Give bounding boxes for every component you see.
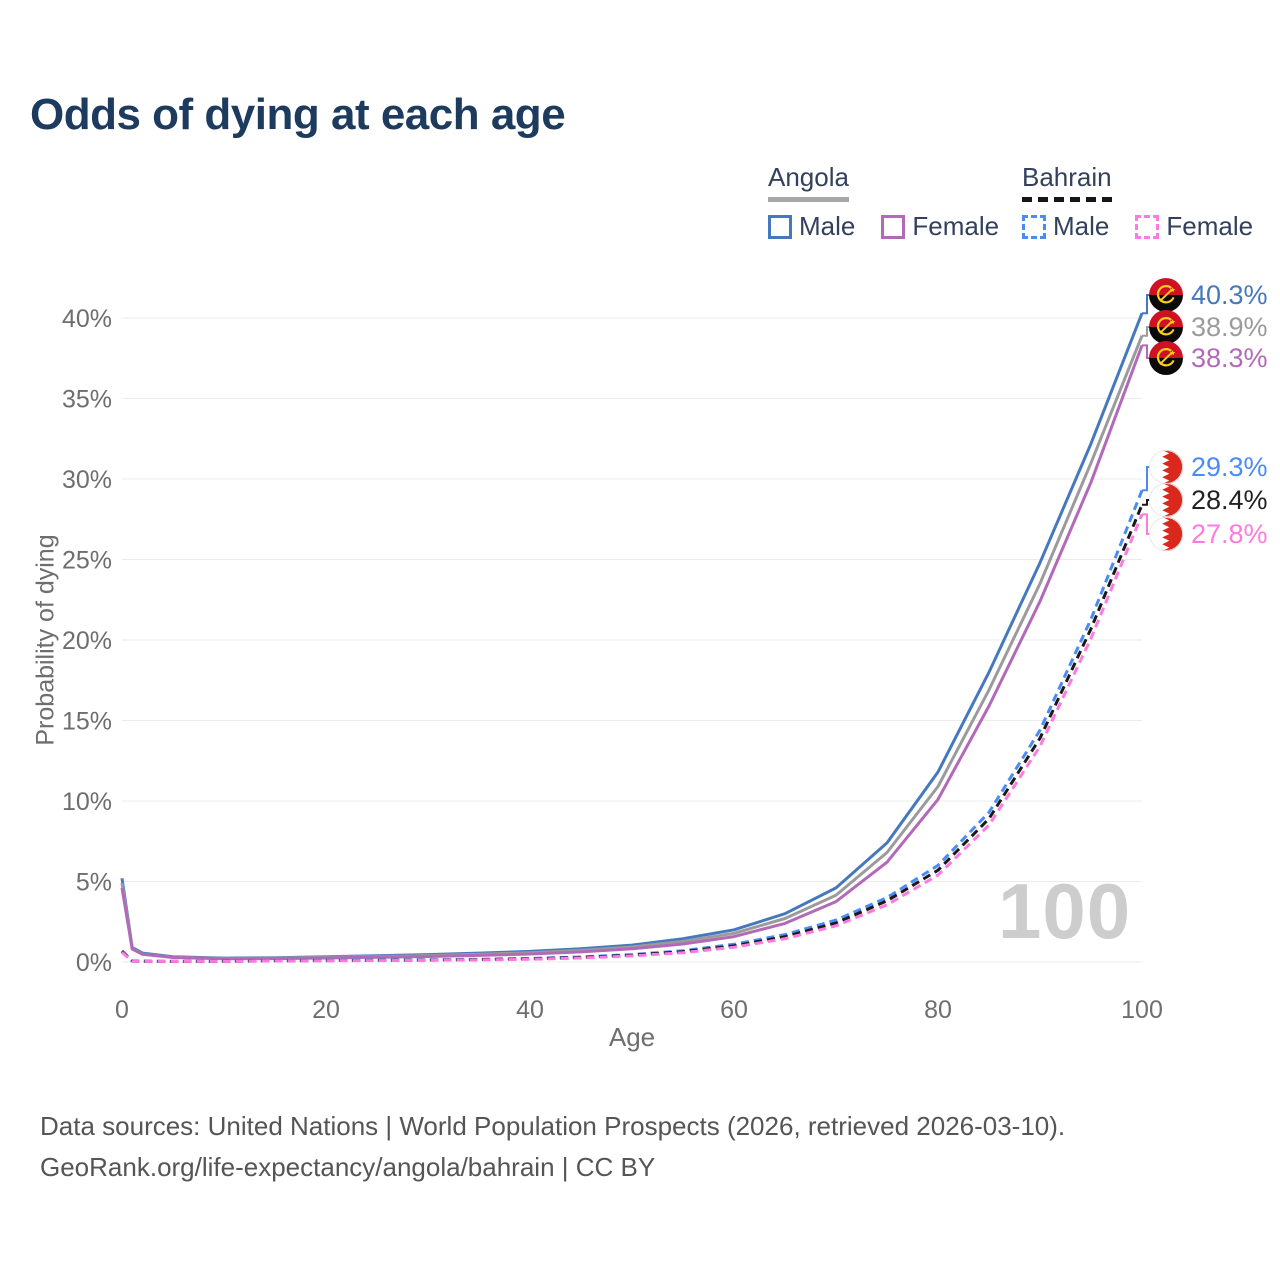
end-label-value: 28.4% [1191, 484, 1268, 515]
end-label-bahrain-female: 27.8% [1149, 517, 1268, 551]
page-title: Odds of dying at each age [30, 90, 566, 139]
bahrain-female-swatch-icon [1135, 214, 1160, 239]
end-label-bahrain-both-sexes: 28.4% [1149, 483, 1268, 517]
end-label-value: 27.8% [1191, 518, 1268, 549]
end-label-value: 38.3% [1191, 342, 1268, 373]
x-tick-0: 0 [115, 996, 129, 1024]
footer-attribution: GeoRank.org/life-expectancy/angola/bahra… [40, 1152, 656, 1182]
legend-item-bahrain-female: Female [1135, 211, 1253, 242]
curve-angola-both-sexes [120, 335, 1144, 960]
y-tick-30%: 30% [62, 466, 112, 494]
y-tick-40%: 40% [62, 305, 112, 333]
x-tick-20: 20 [312, 996, 340, 1024]
footer: Data sources: United Nations | World Pop… [40, 1106, 1065, 1188]
angola-flag-icon [1149, 310, 1183, 344]
angola-female-swatch-icon [881, 214, 906, 239]
x-tick-100: 100 [1121, 996, 1163, 1024]
angola-flag-icon [1149, 278, 1183, 312]
y-tick-10%: 10% [62, 788, 112, 816]
legend-label: Male [799, 211, 856, 241]
curve-bahrain-both-sexes [120, 504, 1144, 963]
x-tick-60: 60 [720, 996, 748, 1024]
y-tick-5%: 5% [76, 868, 112, 896]
legend-group-bahrain: Bahrain Male Female [1022, 162, 1253, 242]
bahrain-flag-icon [1149, 450, 1183, 484]
y-tick-25%: 25% [62, 546, 112, 574]
footer-sources: Data sources: United Nations | World Pop… [40, 1111, 1066, 1141]
end-label-angola-both-sexes: 38.9% [1149, 310, 1268, 344]
end-label-value: 40.3% [1191, 279, 1268, 310]
end-label-value: 38.9% [1191, 311, 1268, 342]
x-axis-title: Age [608, 1022, 656, 1052]
y-tick-35%: 35% [62, 385, 112, 413]
legend-item-angola-female: Female [881, 211, 999, 242]
legend-group-angola: Angola Male Female [768, 162, 999, 242]
angola-male-swatch-icon [768, 214, 792, 239]
end-label-angola-male: 40.3% [1149, 278, 1268, 312]
legend-label: Male [1053, 211, 1110, 241]
curve-angola-male [120, 312, 1144, 960]
x-tick-80: 80 [924, 996, 952, 1024]
angola-flag-icon [1149, 341, 1183, 375]
legend-label: Female [1166, 211, 1254, 241]
y-tick-0%: 0% [76, 949, 112, 977]
x-tick-40: 40 [516, 996, 544, 1024]
legend-country-angola: Angola [768, 162, 849, 202]
curve-bahrain-male [120, 489, 1144, 963]
legend-label: Female [912, 211, 1000, 241]
legend-country-bahrain: Bahrain [1022, 162, 1112, 202]
curve-bahrain-female [121, 513, 1144, 963]
y-tick-15%: 15% [62, 707, 112, 735]
legend-item-bahrain-male: Male [1022, 211, 1109, 242]
end-label-bahrain-male: 29.3% [1149, 450, 1268, 484]
y-tick-20%: 20% [62, 627, 112, 655]
legend-item-angola-male: Male [768, 211, 855, 242]
y-axis-title: Probability of dying [31, 534, 60, 746]
bahrain-flag-icon [1149, 483, 1183, 517]
bahrain-flag-icon [1149, 517, 1183, 551]
bahrain-male-swatch-icon [1022, 214, 1046, 239]
end-label-angola-female: 38.3% [1149, 341, 1268, 375]
curve-angola-female [120, 344, 1144, 961]
end-label-value: 29.3% [1191, 451, 1268, 482]
